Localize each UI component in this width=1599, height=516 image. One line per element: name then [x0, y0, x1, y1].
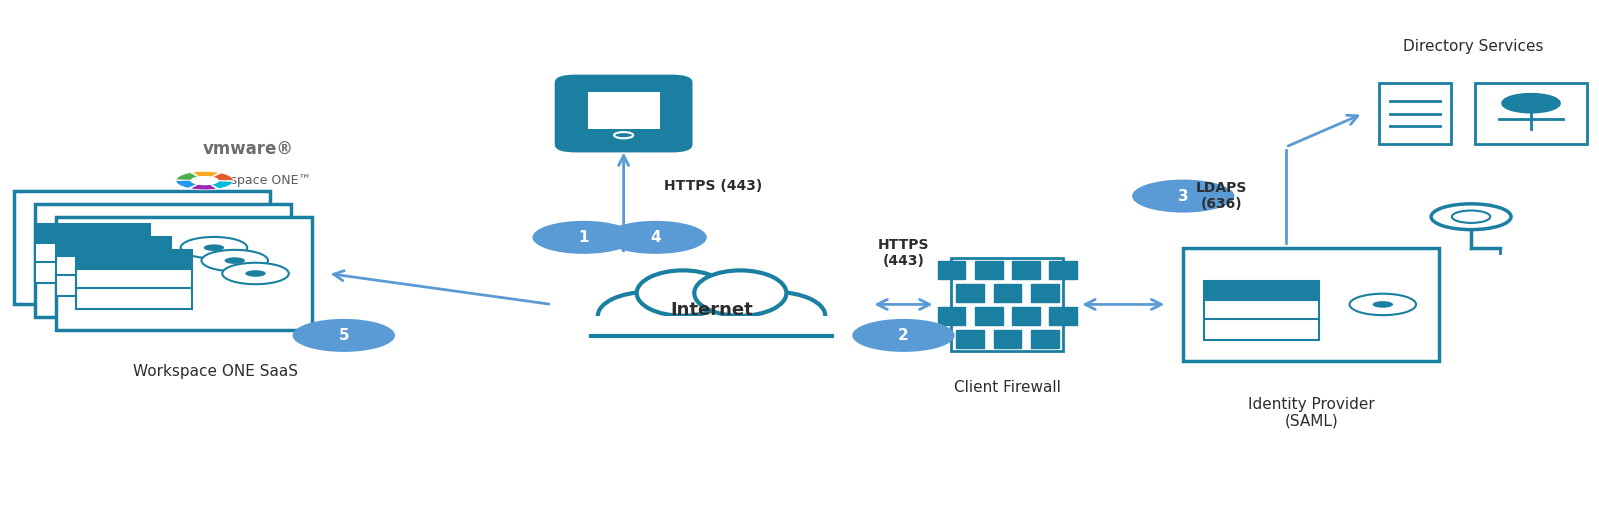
FancyBboxPatch shape — [35, 263, 150, 283]
Wedge shape — [205, 173, 233, 181]
FancyBboxPatch shape — [993, 330, 1022, 348]
Wedge shape — [176, 172, 205, 181]
FancyBboxPatch shape — [56, 276, 171, 296]
Circle shape — [852, 319, 955, 352]
Wedge shape — [192, 171, 219, 181]
Ellipse shape — [636, 270, 729, 316]
Circle shape — [222, 263, 289, 284]
Circle shape — [203, 245, 224, 251]
FancyBboxPatch shape — [937, 307, 966, 325]
Circle shape — [1372, 301, 1393, 308]
FancyBboxPatch shape — [1031, 284, 1059, 302]
FancyBboxPatch shape — [1204, 300, 1319, 320]
FancyBboxPatch shape — [1031, 330, 1059, 348]
FancyBboxPatch shape — [56, 256, 171, 277]
FancyBboxPatch shape — [1204, 319, 1319, 340]
FancyBboxPatch shape — [14, 191, 270, 304]
FancyBboxPatch shape — [77, 288, 192, 309]
Ellipse shape — [598, 292, 699, 340]
FancyBboxPatch shape — [587, 92, 659, 129]
FancyBboxPatch shape — [1378, 83, 1452, 144]
Text: 5: 5 — [339, 328, 349, 343]
Circle shape — [245, 270, 265, 277]
Text: Internet: Internet — [670, 301, 753, 319]
Text: HTTPS
(443): HTTPS (443) — [878, 238, 929, 268]
Circle shape — [1431, 204, 1511, 230]
FancyBboxPatch shape — [35, 204, 291, 317]
Wedge shape — [190, 181, 217, 190]
FancyBboxPatch shape — [975, 307, 1003, 325]
Circle shape — [293, 319, 395, 352]
Ellipse shape — [694, 270, 787, 316]
Text: 4: 4 — [651, 230, 660, 245]
Text: Client Firewall: Client Firewall — [955, 379, 1060, 395]
FancyBboxPatch shape — [993, 284, 1022, 302]
Wedge shape — [176, 181, 205, 188]
FancyBboxPatch shape — [956, 284, 983, 302]
FancyBboxPatch shape — [1204, 281, 1319, 301]
FancyBboxPatch shape — [35, 224, 150, 244]
Circle shape — [224, 257, 245, 264]
Circle shape — [1132, 180, 1234, 213]
Text: HTTPS (443): HTTPS (443) — [664, 179, 761, 194]
FancyBboxPatch shape — [556, 76, 691, 151]
Text: vmware®: vmware® — [203, 141, 293, 158]
Circle shape — [532, 221, 635, 254]
FancyBboxPatch shape — [590, 316, 833, 344]
FancyBboxPatch shape — [1049, 261, 1078, 279]
FancyBboxPatch shape — [1012, 261, 1039, 279]
Circle shape — [190, 176, 219, 185]
FancyBboxPatch shape — [1474, 83, 1586, 144]
Circle shape — [614, 132, 633, 138]
Circle shape — [1501, 94, 1559, 112]
Circle shape — [1350, 294, 1417, 315]
FancyBboxPatch shape — [35, 243, 150, 264]
FancyBboxPatch shape — [951, 258, 1063, 351]
Wedge shape — [205, 181, 233, 189]
Circle shape — [181, 237, 248, 259]
Circle shape — [604, 221, 707, 254]
FancyBboxPatch shape — [1049, 307, 1078, 325]
Ellipse shape — [724, 292, 825, 340]
Circle shape — [1452, 211, 1490, 223]
Text: Directory Services: Directory Services — [1402, 39, 1543, 54]
Text: 1: 1 — [579, 230, 588, 245]
Text: Workspace ONE SaaS: Workspace ONE SaaS — [133, 364, 299, 379]
Text: Identity Provider
(SAML): Identity Provider (SAML) — [1247, 397, 1375, 429]
FancyBboxPatch shape — [975, 261, 1003, 279]
FancyBboxPatch shape — [1183, 248, 1439, 361]
Text: 2: 2 — [899, 328, 908, 343]
FancyBboxPatch shape — [56, 217, 312, 330]
Text: ● Workspace ONE™: ● Workspace ONE™ — [184, 174, 312, 187]
FancyBboxPatch shape — [77, 269, 192, 289]
FancyBboxPatch shape — [1012, 307, 1039, 325]
FancyBboxPatch shape — [937, 261, 966, 279]
Text: LDAPS
(636): LDAPS (636) — [1196, 181, 1247, 211]
FancyBboxPatch shape — [956, 330, 983, 348]
Circle shape — [201, 250, 269, 271]
FancyBboxPatch shape — [56, 237, 171, 257]
Text: 3: 3 — [1178, 188, 1188, 204]
Ellipse shape — [646, 282, 777, 338]
FancyBboxPatch shape — [77, 250, 192, 270]
